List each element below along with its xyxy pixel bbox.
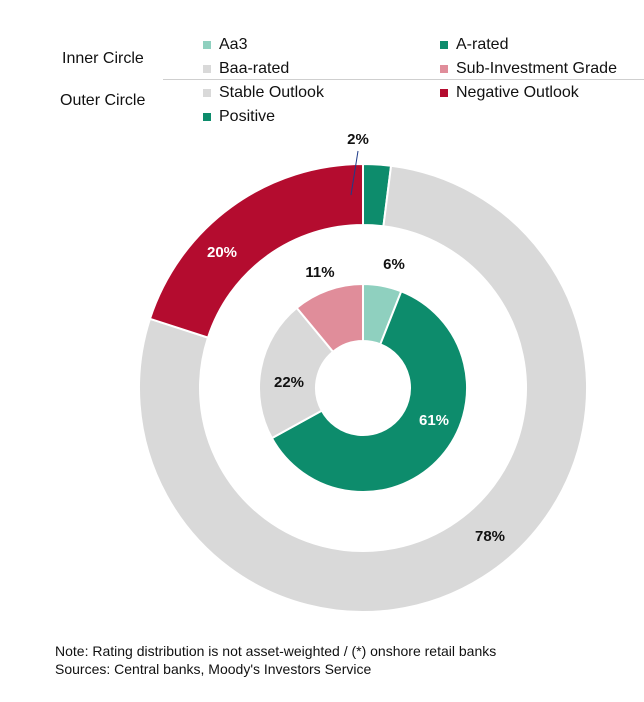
outer-data-label-positive: 2% xyxy=(347,131,369,148)
legend-label: Baa-rated xyxy=(219,60,290,77)
outer-slice-negative-outlook xyxy=(148,162,364,339)
legend-item-aa3: Aa3 xyxy=(203,35,247,55)
inner-slice-sub-investment-grade xyxy=(295,282,364,354)
legend-item-positive: Positive xyxy=(203,107,275,127)
legend-label: Negative Outlook xyxy=(456,84,579,101)
sources-text: Sources: Central banks, Moody's Investor… xyxy=(55,661,372,677)
inner-slice-a-rated xyxy=(270,290,468,493)
legend-swatch xyxy=(203,89,211,97)
legend-swatch xyxy=(440,89,448,97)
legend-divider xyxy=(163,79,644,80)
legend-swatch xyxy=(203,41,211,49)
legend-item-sub-investment-grade: Sub-Investment Grade xyxy=(440,59,617,79)
legend-item-negative-outlook: Negative Outlook xyxy=(440,83,579,103)
outer-data-label-negative-outlook: 20% xyxy=(207,244,237,261)
legend-item-stable-outlook: Stable Outlook xyxy=(203,83,324,103)
legend-item-baa-rated: Baa-rated xyxy=(203,59,289,79)
inner-slice-baa-rated xyxy=(258,306,335,440)
inner-data-label-aa3: 6% xyxy=(383,256,405,273)
inner-data-label-sub-investment-grade: 11% xyxy=(305,264,334,281)
legend-outer-circle-label: Outer Circle xyxy=(60,92,146,109)
inner-data-label-a-rated: 61% xyxy=(419,412,449,429)
legend-swatch xyxy=(440,41,448,49)
leader-line-positive xyxy=(350,150,359,196)
legend-item-a-rated: A-rated xyxy=(440,35,508,55)
legend-label: Sub-Investment Grade xyxy=(456,60,617,77)
legend-swatch xyxy=(203,65,211,73)
legend-swatch xyxy=(440,65,448,73)
legend-swatch xyxy=(203,113,211,121)
inner-data-label-baa-rated: 22% xyxy=(274,374,304,391)
note-text: Note: Rating distribution is not asset-w… xyxy=(55,643,497,659)
legend-label: Positive xyxy=(219,108,276,125)
outer-slice-stable-outlook xyxy=(138,164,588,613)
legend-label: Aa3 xyxy=(219,36,248,53)
legend-label: A-rated xyxy=(456,36,509,53)
legend-label: Stable Outlook xyxy=(219,84,324,101)
outer-data-label-stable-outlook: 78% xyxy=(475,528,505,545)
legend-inner-circle-label: Inner Circle xyxy=(62,50,144,67)
